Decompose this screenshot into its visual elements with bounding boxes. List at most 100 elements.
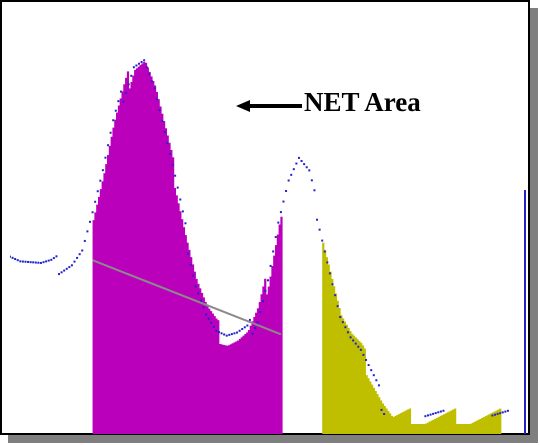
data-points [10, 59, 509, 418]
data-point [442, 409, 445, 412]
channel-bar [226, 345, 229, 434]
data-point [96, 190, 99, 193]
channel-bar [146, 67, 149, 434]
channel-bar [211, 313, 214, 434]
channel-bar [242, 335, 245, 434]
channel-bar [123, 84, 126, 434]
data-point [259, 310, 262, 313]
data-point [94, 200, 97, 203]
data-point [429, 413, 432, 416]
channel-bar [450, 410, 453, 434]
data-point [305, 166, 308, 169]
channel-bar [152, 80, 155, 434]
data-point [199, 299, 202, 302]
channel-bar [105, 164, 108, 434]
channel-bar [168, 142, 171, 434]
channel-bar [349, 331, 352, 434]
channel-bar [191, 264, 195, 434]
channel-bar [220, 344, 223, 434]
channel-bar [128, 88, 131, 434]
channel-bar [387, 410, 390, 434]
data-point [34, 261, 37, 264]
data-point [326, 261, 329, 264]
channel-bar [379, 400, 383, 434]
data-point [99, 179, 102, 182]
data-point [267, 279, 269, 282]
data-point [37, 261, 40, 264]
data-point [334, 294, 337, 297]
data-point [287, 179, 290, 182]
channel-bar [374, 390, 377, 434]
channel-bar [258, 302, 261, 434]
data-point [32, 261, 35, 264]
data-point [207, 317, 210, 320]
channel-bar [166, 135, 169, 434]
data-point [153, 87, 156, 90]
data-point [238, 329, 241, 332]
data-point [295, 162, 298, 165]
data-point [217, 331, 220, 334]
channel-bar [361, 345, 365, 434]
data-point [308, 169, 311, 172]
data-point [274, 236, 277, 239]
channel-bar [327, 264, 330, 434]
channel-bar [265, 294, 269, 434]
channel-bar [197, 283, 200, 434]
data-point [78, 253, 81, 256]
channel-bar [410, 424, 413, 434]
channel-bar [125, 77, 128, 434]
data-point [359, 348, 362, 351]
left-arrow-icon [236, 100, 302, 112]
channel-bar [363, 348, 366, 434]
data-point [282, 200, 285, 203]
channel-bar [473, 421, 477, 434]
channel-bar [182, 227, 186, 434]
channel-bar [381, 403, 384, 434]
data-point [318, 228, 321, 231]
spectrum-chart [10, 59, 526, 434]
data-point [205, 313, 208, 316]
channel-bar [179, 211, 182, 434]
data-point [81, 249, 84, 252]
channel-bar [416, 424, 419, 434]
channel-bar [488, 414, 491, 434]
channel-bar [439, 416, 442, 434]
data-point [132, 66, 135, 69]
data-point [65, 267, 68, 270]
channel-bar [370, 384, 374, 434]
channel-bar [437, 416, 440, 434]
channel-bar [256, 308, 260, 434]
data-point [168, 152, 171, 155]
channel-bar [446, 412, 449, 434]
peak-region-1 [92, 61, 283, 434]
channel-bar [204, 301, 207, 434]
data-point [189, 263, 192, 266]
channel-bar [457, 424, 460, 434]
data-point [377, 384, 380, 387]
channel-bar [475, 420, 478, 434]
data-point [192, 274, 195, 277]
data-point [346, 331, 349, 334]
channel-bar [101, 181, 104, 434]
channel-bar [376, 394, 379, 434]
channel-bar [262, 286, 265, 434]
channel-bar [135, 68, 139, 434]
channel-bar [134, 69, 137, 434]
channel-bar [92, 220, 95, 434]
channel-bar [235, 341, 238, 434]
data-point [383, 413, 386, 416]
channel-bar [114, 119, 117, 434]
data-point [27, 260, 30, 263]
channel-bar [161, 113, 164, 434]
data-point [140, 60, 143, 63]
channel-bar [425, 423, 428, 434]
data-point [316, 218, 319, 221]
channel-bar [365, 375, 368, 434]
channel-bar [345, 324, 348, 434]
channel-bar [251, 321, 254, 434]
data-point [11, 256, 14, 259]
channel-bar [139, 65, 142, 434]
channel-bar [464, 424, 468, 434]
data-point [171, 163, 174, 166]
channel-bar [199, 288, 202, 434]
